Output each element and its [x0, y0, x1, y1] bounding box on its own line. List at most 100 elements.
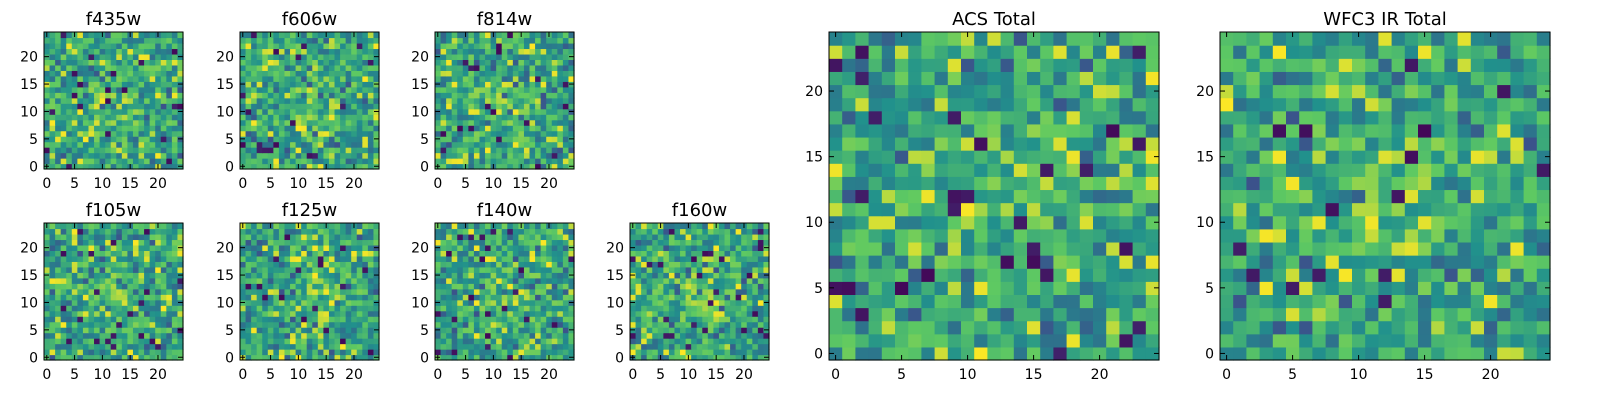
heatmap-cell — [278, 316, 286, 323]
heatmap-cell — [718, 233, 726, 241]
heatmap-cell — [351, 70, 358, 77]
heatmap-cell — [127, 64, 134, 71]
heatmap-cell — [921, 241, 936, 256]
heatmap-cell — [501, 266, 508, 273]
heatmap-cell — [507, 228, 514, 235]
heatmap-cell — [435, 321, 442, 328]
heatmap-cell — [367, 158, 375, 165]
heatmap-cell — [529, 48, 536, 55]
heatmap-cell — [451, 59, 458, 66]
heatmap-cell — [568, 141, 575, 148]
heatmap-cell — [842, 294, 856, 309]
heatmap-cell — [251, 92, 258, 99]
heatmap-cell — [301, 305, 308, 312]
heatmap-cell — [501, 255, 508, 262]
heatmap-cell — [340, 310, 347, 317]
heatmap-cell — [60, 338, 67, 345]
axes-frame — [43, 222, 184, 361]
heatmap-cell — [507, 332, 514, 339]
heatmap-cell — [529, 81, 536, 88]
heatmap-cell — [256, 239, 263, 246]
heatmap-cell — [1145, 202, 1160, 217]
heatmap-cell — [485, 92, 492, 99]
heatmap-cell — [485, 32, 492, 39]
heatmap-cell — [435, 119, 442, 126]
y-tick-label: 5 — [225, 323, 234, 339]
heatmap-cell — [490, 37, 497, 44]
heatmap-cell — [746, 327, 753, 334]
heatmap-cell — [94, 130, 101, 137]
heatmap-cell — [66, 158, 73, 165]
heatmap-cell — [987, 189, 1002, 204]
heatmap-cell — [518, 233, 525, 241]
heatmap-cell — [262, 283, 269, 290]
heatmap-cell — [71, 136, 78, 143]
heatmap-cell — [763, 349, 770, 356]
heatmap-cell — [855, 281, 870, 295]
heatmap-cell — [440, 310, 447, 317]
heatmap-cell — [457, 81, 464, 88]
heatmap-cell — [273, 266, 280, 273]
heatmap-cell — [540, 86, 547, 93]
heatmap-cell — [251, 233, 258, 241]
heatmap-f125w — [240, 223, 380, 361]
heatmap-cell — [523, 250, 531, 257]
heatmap-cell — [334, 349, 341, 356]
heatmap-cell — [155, 108, 162, 115]
heatmap-cell — [362, 92, 369, 99]
heatmap-cell — [66, 261, 73, 268]
y-tick-label: 0 — [29, 350, 38, 366]
heatmap-cell — [696, 233, 703, 241]
heatmap-cell — [273, 332, 280, 339]
heatmap-cell — [340, 228, 347, 235]
heatmap-cell — [540, 288, 547, 295]
heatmap-cell — [44, 75, 51, 82]
heatmap-cell — [496, 108, 503, 115]
heatmap-cell — [132, 42, 140, 50]
heatmap-cell — [512, 125, 519, 132]
heatmap-cell — [535, 321, 542, 328]
heatmap-cell — [171, 321, 179, 328]
heatmap-cell — [160, 108, 167, 115]
heatmap-cell — [908, 320, 922, 335]
heatmap-cell — [501, 81, 508, 88]
heatmap-cell — [367, 64, 375, 71]
heatmap-cell — [99, 239, 106, 246]
heatmap-cell — [961, 294, 975, 309]
heatmap-cell — [501, 42, 508, 50]
heatmap-cell — [116, 42, 123, 50]
heatmap-cell — [485, 343, 492, 350]
heatmap-cell — [440, 305, 447, 312]
heatmap-cell — [842, 268, 856, 282]
heatmap-cell — [166, 114, 173, 121]
heatmap-cell — [934, 294, 949, 309]
heatmap-cell — [267, 305, 274, 312]
heatmap-cell — [757, 272, 765, 279]
heatmap-cell — [351, 86, 358, 93]
heatmap-cell — [446, 75, 453, 82]
heatmap-cell — [251, 316, 258, 323]
heatmap-cell — [367, 108, 375, 115]
heatmap-cell — [1040, 346, 1054, 361]
heatmap-cell — [961, 320, 975, 335]
heatmap-cell — [110, 37, 117, 44]
heatmap-cell — [334, 136, 341, 143]
heatmap-cell — [485, 316, 492, 323]
heatmap-cell — [356, 53, 363, 60]
heatmap-cell — [446, 250, 453, 257]
heatmap-cell — [446, 261, 453, 268]
heatmap-cell — [757, 305, 765, 312]
heatmap-cell — [440, 343, 447, 350]
heatmap-cell — [323, 37, 330, 44]
heatmap-cell — [127, 233, 134, 241]
heatmap-cell — [55, 125, 62, 132]
heatmap-cell — [507, 81, 514, 88]
heatmap-cell — [562, 261, 570, 268]
heatmap-cell — [295, 53, 302, 60]
heatmap-cell — [110, 108, 117, 115]
heatmap-cell — [707, 277, 714, 284]
heatmap-cell — [99, 277, 106, 284]
heatmap-cell — [507, 64, 514, 71]
heatmap-cell — [138, 147, 145, 154]
heatmap-cell — [507, 114, 514, 121]
